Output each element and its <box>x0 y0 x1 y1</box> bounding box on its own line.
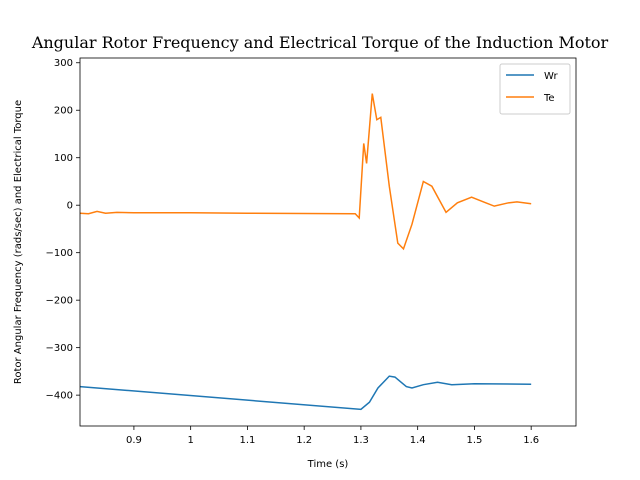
x-tick-label: 1 <box>187 435 193 446</box>
series-line <box>79 375 532 411</box>
x-tick-label: 1.1 <box>239 435 255 446</box>
y-tick-label: −300 <box>46 343 73 354</box>
y-tick-label: 300 <box>54 58 73 69</box>
y-tick-label: 0 <box>67 201 73 212</box>
legend-label: Te <box>543 93 555 104</box>
x-tick-label: 1.2 <box>296 435 312 446</box>
y-tick-label: 200 <box>54 106 73 117</box>
legend-label: Wr <box>544 71 558 82</box>
x-axis-label: Time (s) <box>307 459 349 470</box>
x-tick-label: 1.3 <box>353 435 369 446</box>
y-tick-label: 100 <box>54 153 73 164</box>
legend-box <box>499 63 571 115</box>
y-tick-label: −400 <box>46 391 73 402</box>
x-tick-label: 1.6 <box>523 435 539 446</box>
x-tick-label: 0.9 <box>126 435 142 446</box>
x-tick-label: 1.4 <box>410 435 426 446</box>
y-axis-label: Rotor Angular Frequency (rads/sec) and E… <box>13 100 24 384</box>
plot-frame <box>79 57 577 427</box>
chart-title: Angular Rotor Frequency and Electrical T… <box>31 33 609 52</box>
y-tick-label: −200 <box>46 296 73 307</box>
x-tick-label: 1.5 <box>466 435 482 446</box>
y-tick-label: −100 <box>46 248 73 259</box>
series-line <box>79 93 532 251</box>
